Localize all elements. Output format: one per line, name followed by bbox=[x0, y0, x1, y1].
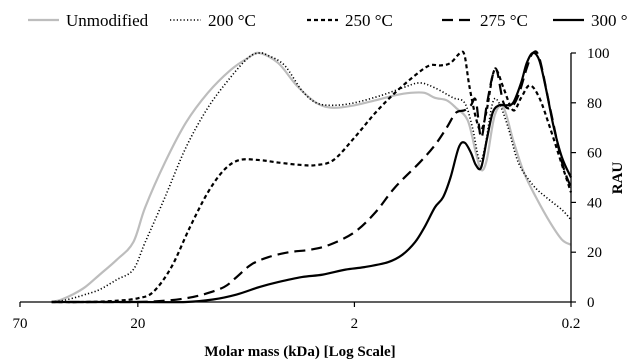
legend-label-275-c: 275 °C bbox=[480, 11, 528, 30]
legend-label-300-c: 300 °C bbox=[591, 11, 627, 30]
x-tick-label: 0.2 bbox=[562, 316, 581, 332]
y-tick-label: 20 bbox=[587, 245, 602, 261]
y-tick-label: 80 bbox=[587, 96, 602, 112]
y-tick-label: 100 bbox=[587, 46, 610, 62]
x-tick-label: 70 bbox=[13, 316, 28, 332]
series-line-200-c bbox=[51, 52, 572, 303]
y-axis-title: RAU bbox=[610, 162, 626, 195]
x-axis-title: Molar mass (kDa) [Log Scale] bbox=[204, 344, 395, 360]
series-line-250-c bbox=[51, 50, 573, 304]
y-tick-label: 0 bbox=[587, 295, 595, 311]
legend-label-250-c: 250 °C bbox=[345, 11, 393, 30]
legend: Unmodified 200 °C 250 °C 275 °C 300 °C bbox=[28, 11, 627, 30]
legend-label-unmodified: Unmodified bbox=[66, 11, 149, 30]
series-lines bbox=[51, 50, 573, 304]
x-tick-label: 20 bbox=[130, 316, 145, 332]
series-line-300-c bbox=[51, 51, 573, 304]
y-tick-label: 40 bbox=[587, 195, 602, 211]
series-line-unmodified bbox=[51, 51, 572, 304]
y-tick-label: 60 bbox=[587, 146, 602, 162]
series-line-275-c bbox=[51, 50, 573, 304]
x-tick-label: 2 bbox=[351, 316, 359, 332]
axes: 70 20 2 0.2 0 20 40 60 80 100 bbox=[13, 46, 610, 332]
legend-label-200-c: 200 °C bbox=[208, 11, 256, 30]
